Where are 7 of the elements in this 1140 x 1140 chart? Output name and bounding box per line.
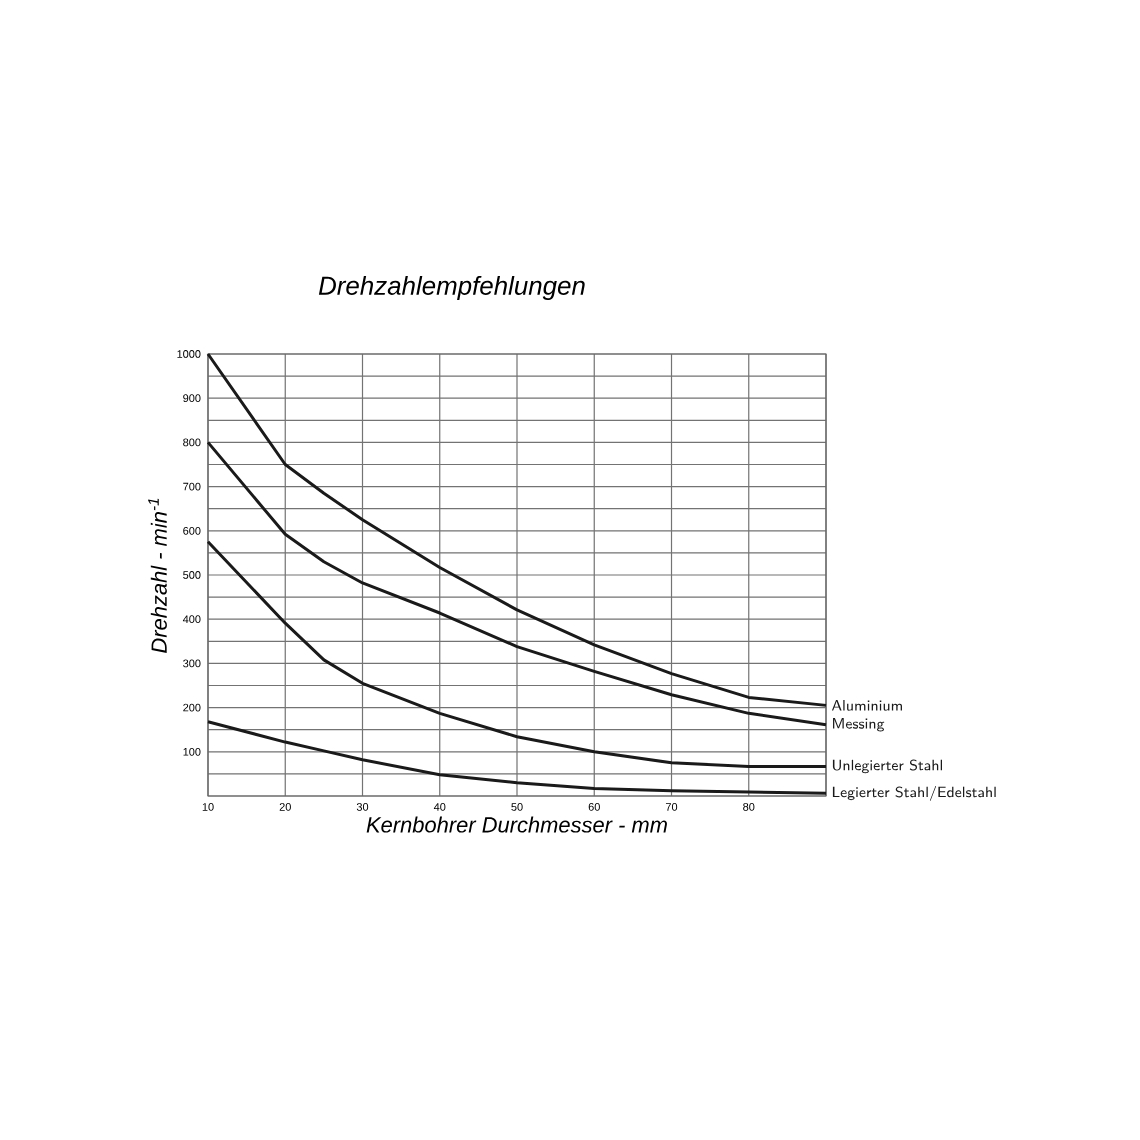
chart-title: Drehzahlempfehlungen xyxy=(318,275,585,301)
line-series xyxy=(206,540,828,768)
y-axis-title: Drehzahl - min$^{-1}$ xyxy=(148,498,167,653)
line-series xyxy=(206,352,828,707)
x-axis-title: Kernbohrer Durchmesser - mm xyxy=(366,816,667,833)
line-series xyxy=(206,440,828,727)
line-series xyxy=(206,720,828,795)
